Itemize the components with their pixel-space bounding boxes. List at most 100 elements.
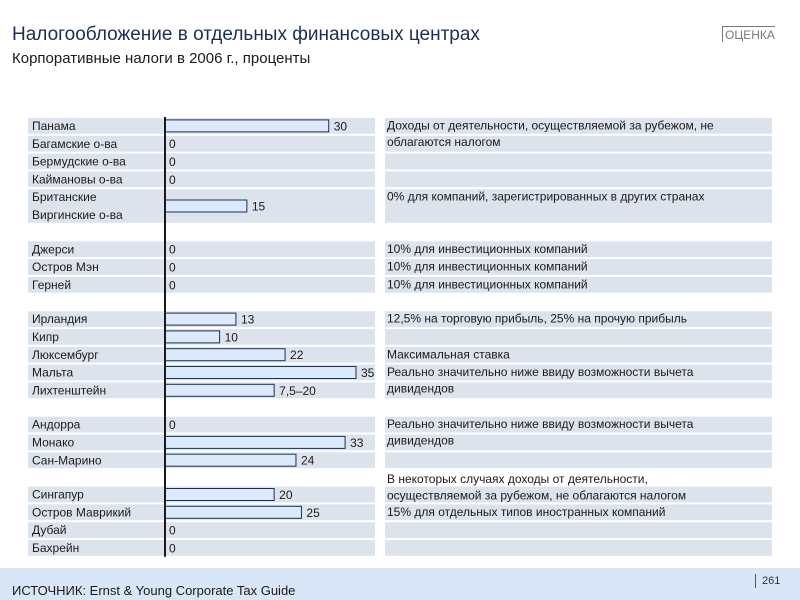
row-band-bar — [166, 241, 375, 258]
note-text: дивидендов — [387, 382, 454, 396]
row-band-note — [385, 382, 772, 399]
row-band-label — [28, 259, 164, 275]
row-band-note — [385, 135, 772, 152]
row-band-label — [28, 346, 164, 363]
country-label: Британские — [32, 190, 97, 204]
bar — [164, 348, 286, 362]
bar-value-label: 0 — [169, 541, 176, 555]
row-band-note — [385, 434, 772, 451]
country-label: Лихтенштейн — [32, 383, 106, 397]
bar-value-label: 20 — [279, 488, 293, 502]
country-label: Бермудские о-ва — [32, 155, 126, 169]
row-band-label — [28, 434, 164, 451]
country-label: Джерси — [32, 242, 74, 256]
row-band-label — [28, 504, 164, 521]
row-band-label — [28, 135, 164, 152]
note-text: Максимальная ставка — [387, 347, 510, 361]
bar — [164, 119, 330, 133]
bar-value-label: 0 — [169, 261, 176, 275]
page-title: Налогообложение в отдельных финансовых ц… — [12, 24, 480, 45]
bar-value-label: 0 — [169, 524, 176, 538]
bar-value-label: 30 — [334, 119, 348, 133]
row-band-label — [28, 153, 164, 170]
bar-value-label: 0 — [169, 418, 176, 432]
bar-value-label: 0 — [169, 155, 176, 169]
bar — [164, 505, 302, 519]
row-band-label — [28, 540, 164, 556]
page-number: 261 — [762, 575, 781, 587]
note-text: 10% для инвестиционных компаний — [387, 260, 588, 274]
row-band-note — [385, 416, 772, 433]
bar-value-label: 35 — [361, 366, 375, 380]
bar-value-label: 7,5–20 — [279, 384, 316, 398]
row-band-label — [28, 118, 164, 134]
row-band-bar — [166, 276, 375, 293]
row-band-label — [28, 171, 164, 188]
bar-value-label: 25 — [306, 506, 320, 520]
bar — [164, 312, 237, 326]
note-text: Реально значительно ниже ввиду возможнос… — [387, 417, 694, 431]
row-band-note — [385, 329, 772, 345]
row-band-bar — [166, 522, 375, 538]
row-band-label — [28, 311, 164, 327]
country-label: Панама — [32, 119, 76, 133]
row-band-label — [28, 241, 164, 258]
bar-value-label: 0 — [169, 137, 176, 151]
row-band-bar — [166, 153, 375, 170]
row-band-note — [385, 241, 772, 258]
row-band-note — [385, 364, 772, 381]
row-band-note — [385, 153, 772, 170]
country-label: Люксембург — [32, 348, 99, 362]
country-label: Бахрейн — [32, 541, 79, 555]
bar-value-label: 22 — [290, 348, 304, 362]
row-band-note — [385, 189, 772, 223]
row-band-label — [28, 329, 164, 345]
country-label: Монако — [32, 436, 74, 450]
footer-band — [0, 568, 800, 600]
country-label: Остров Маврикий — [32, 505, 131, 519]
bar — [164, 199, 248, 213]
row-band-label — [28, 382, 164, 399]
note-text: 10% для инвестиционных компаний — [387, 242, 588, 256]
row-band-bar — [166, 135, 375, 152]
note-text: 15% для отдельных типов иностранных комп… — [387, 505, 665, 519]
note-text: облагаются налогом — [387, 135, 501, 149]
country-label: Багамские о-ва — [32, 137, 117, 151]
row-band-note — [385, 346, 772, 363]
row-band-note — [385, 522, 772, 538]
row-band-bar — [166, 416, 375, 433]
row-band-note — [385, 452, 772, 469]
bar-value-label: 0 — [169, 243, 176, 257]
note-text: дивидендов — [387, 434, 454, 448]
bar-value-label: 33 — [350, 436, 364, 450]
row-band-note — [385, 171, 772, 188]
page-subtitle: Корпоративные налоги в 2006 г., проценты — [12, 50, 311, 67]
row-band-label — [28, 189, 164, 223]
country-label: Герней — [32, 278, 71, 292]
country-label: Каймановы о-ва — [32, 172, 123, 186]
country-label: Остров Мэн — [32, 260, 99, 274]
country-label: Дубай — [32, 523, 67, 537]
row-band-label — [28, 452, 164, 469]
bar-value-label: 13 — [241, 313, 255, 327]
row-band-bar — [166, 171, 375, 188]
note-text: осуществляемой за рубежом, не облагаются… — [387, 488, 686, 502]
bar — [164, 435, 346, 449]
estimate-stamp: ОЦЕНКА — [722, 26, 775, 42]
row-band-note — [385, 540, 772, 556]
bar — [164, 453, 297, 467]
bar-value-label: 15 — [252, 200, 266, 214]
bar — [164, 366, 357, 379]
row-band-label — [28, 486, 164, 503]
page-number-divider — [755, 574, 756, 588]
row-band-bar — [166, 259, 375, 275]
bar-value-label: 0 — [169, 173, 176, 187]
country-label: Сан-Марино — [32, 453, 102, 467]
row-band-label — [28, 276, 164, 293]
row-band-note — [385, 276, 772, 293]
bar-value-label: 10 — [225, 330, 239, 344]
country-label: Виргинские о-ва — [32, 208, 123, 222]
row-band-note — [385, 259, 772, 275]
row-band-note — [385, 486, 772, 503]
bar-value-label: 24 — [301, 454, 315, 468]
